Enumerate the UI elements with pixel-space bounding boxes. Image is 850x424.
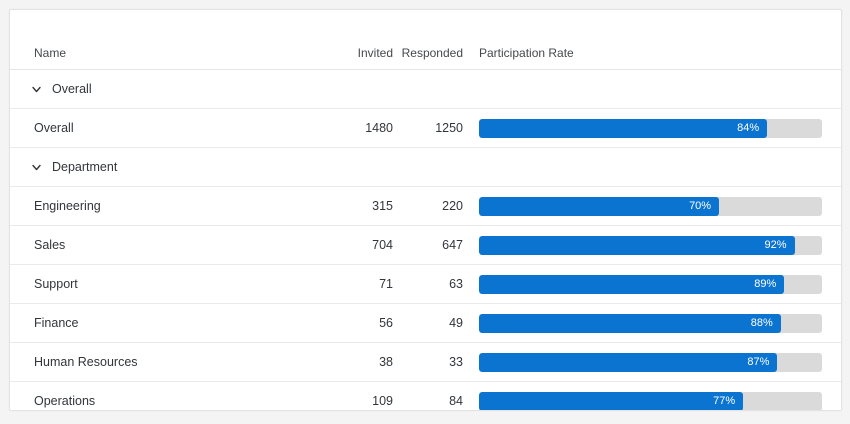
row-responded-value: 1250 [435, 121, 463, 135]
participation-rate-value: 70% [689, 200, 712, 212]
table-row-sales[interactable]: Sales 704 647 92% [10, 226, 841, 265]
row-responded-value: 33 [449, 355, 463, 369]
column-header-participation-rate: Participation Rate [479, 45, 574, 60]
table-row-overall[interactable]: Overall 1480 1250 84% [10, 109, 841, 148]
row-invited-value: 56 [379, 316, 393, 330]
chevron-down-icon[interactable] [31, 162, 42, 173]
participation-rate-bar-track: 87% [479, 352, 822, 372]
row-responded-value: 647 [442, 238, 463, 252]
row-invited-value: 315 [372, 199, 393, 213]
participation-rate-bar-fill: 87% [479, 352, 778, 372]
row-responded-value: 63 [449, 277, 463, 291]
participation-rate-bar-fill: 70% [479, 196, 720, 216]
row-responded-value: 84 [449, 394, 463, 408]
table-header-row: Name Invited Responded Participation Rat… [10, 36, 841, 70]
table-body: Overall Overall 1480 1250 84% Department… [10, 70, 841, 410]
row-name: Engineering [34, 199, 101, 213]
column-header-responded: Responded [401, 45, 463, 60]
table-row-engineering[interactable]: Engineering 315 220 70% [10, 187, 841, 226]
participation-rate-value: 89% [754, 278, 777, 290]
row-name: Finance [34, 316, 79, 330]
participation-rate-bar-track: 84% [479, 118, 822, 138]
group-header-row-department[interactable]: Department [10, 148, 841, 187]
row-name: Operations [34, 394, 96, 408]
participation-rate-bar-track: 88% [479, 313, 822, 333]
table-row-operations[interactable]: Operations 109 84 77% [10, 382, 841, 410]
participation-rate-bar-fill: 77% [479, 391, 744, 410]
table-row-finance[interactable]: Finance 56 49 88% [10, 304, 841, 343]
row-responded-value: 49 [449, 316, 463, 330]
participation-rate-value: 88% [750, 317, 773, 329]
column-header-name: Name [34, 45, 67, 60]
table-row-support[interactable]: Support 71 63 89% [10, 265, 841, 304]
row-invited-value: 71 [379, 277, 393, 291]
row-invited-value: 38 [379, 355, 393, 369]
participation-rate-value: 77% [713, 395, 736, 407]
row-name: Human Resources [34, 355, 138, 369]
participation-rate-bar-track: 77% [479, 391, 822, 410]
row-invited-value: 704 [372, 238, 393, 252]
chevron-down-icon[interactable] [31, 84, 42, 95]
table-toolbar-spacer [10, 10, 841, 36]
row-responded-value: 220 [442, 199, 463, 213]
column-header-invited: Invited [357, 45, 393, 60]
participation-rate-bar-track: 89% [479, 274, 822, 294]
participation-rate-bar-track: 70% [479, 196, 822, 216]
group-header-row-overall[interactable]: Overall [10, 70, 841, 109]
participation-rate-bar-fill: 88% [479, 313, 781, 333]
group-label: Department [52, 160, 118, 174]
participation-rate-bar-fill: 84% [479, 118, 768, 138]
row-name: Sales [34, 238, 66, 252]
participation-rate-bar-fill: 92% [479, 235, 795, 255]
participation-table-card: Name Invited Responded Participation Rat… [9, 9, 842, 411]
participation-rate-value: 92% [764, 239, 787, 251]
participation-rate-value: 87% [747, 356, 770, 368]
participation-rate-bar-track: 92% [479, 235, 822, 255]
group-label: Overall [52, 82, 92, 96]
table-row-human-resources[interactable]: Human Resources 38 33 87% [10, 343, 841, 382]
row-invited-value: 1480 [365, 121, 393, 135]
row-name: Overall [34, 121, 74, 135]
participation-rate-value: 84% [737, 122, 760, 134]
participation-rate-bar-fill: 89% [479, 274, 785, 294]
row-name: Support [34, 277, 78, 291]
row-invited-value: 109 [372, 394, 393, 408]
